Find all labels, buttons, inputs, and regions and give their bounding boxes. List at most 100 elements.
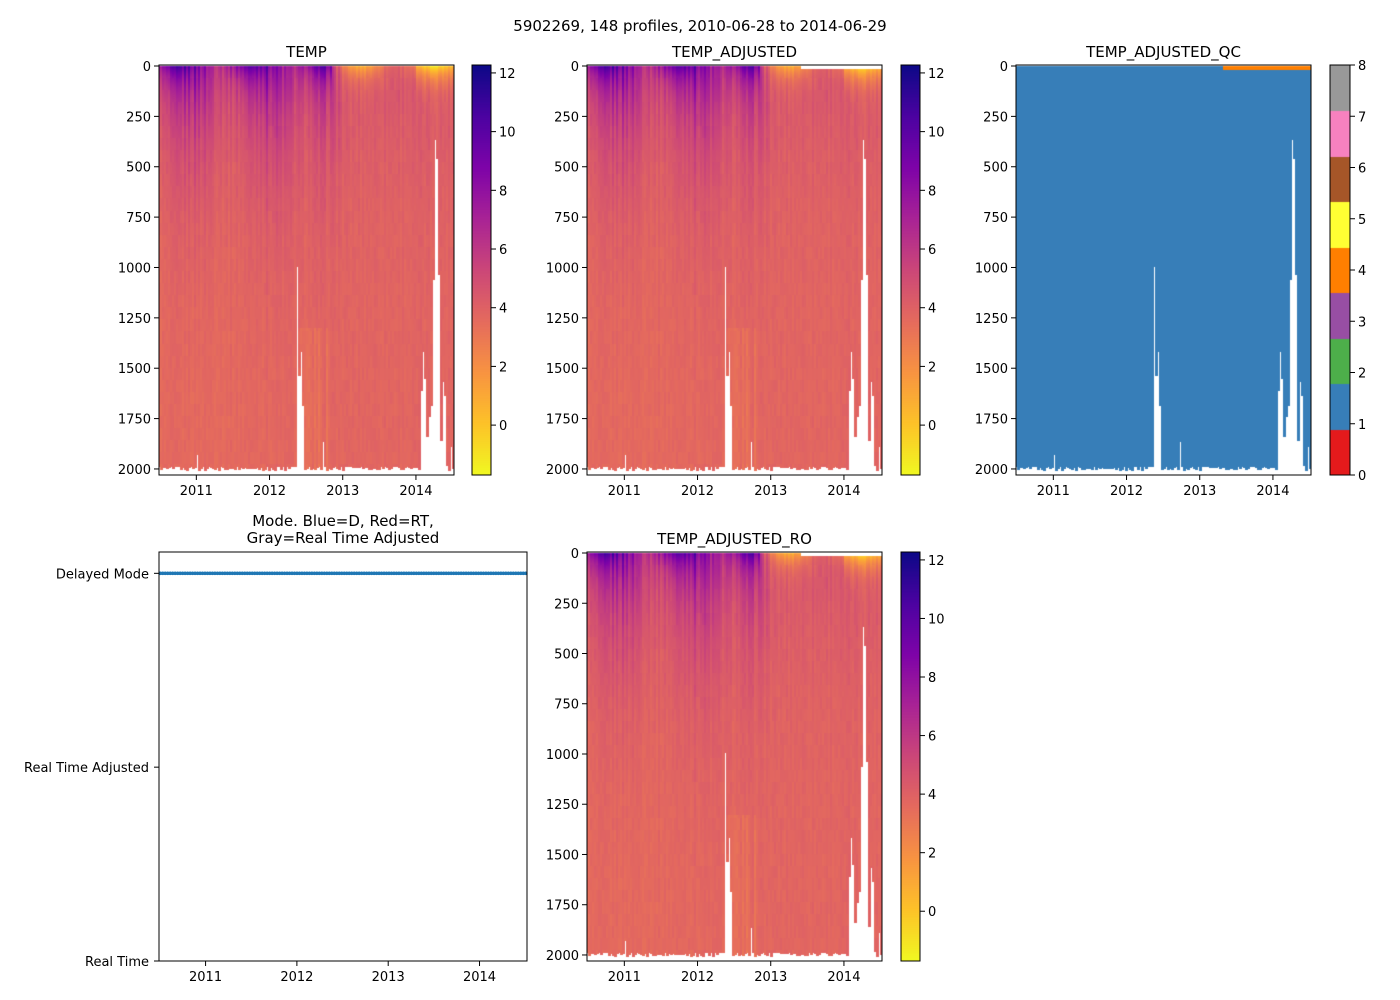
ro-xtick-label: 2011	[608, 970, 641, 985]
mode-point	[240, 571, 245, 576]
qc-colorbar-tick-label: 4	[1358, 264, 1366, 279]
mode-point	[245, 571, 250, 576]
adj-ytick-label: 1000	[546, 261, 579, 276]
mode-point	[484, 571, 488, 576]
qc-ytick-label: 500	[983, 161, 1008, 176]
qc-ytick-label: 0	[1000, 60, 1008, 75]
mode-point	[190, 571, 195, 576]
mode-point	[377, 571, 381, 576]
qc-colorbar-frame	[1329, 64, 1351, 476]
mode-point	[282, 571, 287, 576]
ro-ytick-label: 1500	[546, 848, 579, 863]
mode-point	[491, 571, 496, 576]
adj-ytick-label: 1250	[546, 312, 579, 327]
temp-colorbar-tick-label: 4	[499, 302, 507, 317]
qc-xtick-label: 2012	[1110, 484, 1143, 499]
mode-point	[208, 571, 212, 576]
mode-point	[330, 571, 334, 576]
qc-colorbar-tick-label: 6	[1358, 162, 1366, 177]
mode-point	[439, 571, 444, 576]
adj-colorbar-tick-label: 12	[928, 67, 945, 82]
ro-ytick-label: 1250	[546, 798, 579, 813]
mode-point	[494, 571, 498, 576]
mode-point	[486, 571, 491, 576]
ro-colorbar-tick-label: 6	[928, 730, 936, 745]
mode-point	[267, 571, 272, 576]
mode-xtick-label: 2013	[372, 970, 405, 985]
mode-point	[347, 571, 352, 576]
ro-ytick-label: 750	[554, 698, 579, 713]
mode-point	[506, 571, 511, 576]
adj-xtick-label: 2013	[754, 484, 787, 499]
mode-point	[317, 571, 322, 576]
mode-point	[414, 571, 419, 576]
ro-axes-frame	[586, 551, 883, 962]
mode-point	[342, 571, 347, 576]
ro-xtick-label: 2012	[681, 970, 714, 985]
adj-colorbar-tick-label: 2	[928, 360, 936, 375]
temp-colorbar-tick-label: 6	[499, 243, 507, 258]
qc-axes-frame	[1015, 64, 1312, 476]
temp-ytick-label: 2000	[118, 463, 151, 478]
temp-adjusted-ro-heatmap	[587, 552, 882, 961]
adj-axes-frame	[586, 64, 883, 476]
temp-ytick-label: 1250	[118, 312, 151, 327]
mode-point	[471, 571, 476, 576]
mode-point	[409, 571, 414, 576]
ro-colorbar-tick-label: 0	[928, 905, 936, 920]
temp-title: TEMP	[285, 43, 327, 61]
temp-ytick-label: 1500	[118, 362, 151, 377]
mode-point	[203, 571, 207, 576]
qc-ytick-label: 750	[983, 211, 1008, 226]
mode-point	[175, 571, 180, 576]
mode-point	[292, 571, 297, 576]
adj-colorbar-tick-label: 8	[928, 184, 936, 199]
adj-ytick-label: 1750	[546, 413, 579, 428]
temp-ytick-label: 1750	[118, 413, 151, 428]
mode-xtick-label: 2011	[189, 970, 222, 985]
temp-adjusted-qc-colorbar	[1330, 65, 1350, 475]
mode-point	[459, 571, 463, 576]
ro-ytick-label: 1750	[546, 899, 579, 914]
adj-title: TEMP_ADJUSTED	[671, 43, 797, 62]
mode-point	[426, 571, 431, 576]
adj-ytick-label: 250	[554, 110, 579, 125]
temp-colorbar-frame	[471, 64, 492, 476]
mode-point	[417, 571, 421, 576]
qc-ytick-label: 250	[983, 110, 1008, 125]
adj-ytick-label: 500	[554, 161, 579, 176]
mode-point	[260, 571, 264, 576]
mode-point	[307, 571, 312, 576]
mode-point	[185, 571, 190, 576]
ro-title: TEMP_ADJUSTED_RO	[656, 530, 812, 549]
mode-point	[295, 571, 299, 576]
mode-point	[257, 571, 262, 576]
ro-ytick-label: 2000	[546, 949, 579, 964]
mode-point	[481, 571, 486, 576]
qc-ytick-label: 1500	[975, 362, 1008, 377]
mode-point	[516, 571, 521, 576]
mode-point	[242, 571, 247, 576]
qc-colorbar-tick-label: 3	[1358, 315, 1366, 330]
mode-point	[250, 571, 255, 576]
mode-point	[422, 571, 426, 576]
mode-point	[210, 571, 215, 576]
mode-point	[230, 571, 235, 576]
mode-point	[429, 571, 434, 576]
mode-point	[362, 571, 366, 576]
mode-point	[412, 571, 416, 576]
mode-point	[165, 571, 170, 576]
mode-point	[384, 571, 389, 576]
mode-point	[382, 571, 386, 576]
ro-colorbar-tick-label: 8	[928, 671, 936, 686]
mode-point	[238, 571, 242, 576]
mode-point	[312, 571, 317, 576]
mode-point	[280, 571, 284, 576]
mode-point	[434, 571, 439, 576]
mode-point	[399, 571, 404, 576]
mode-point	[449, 571, 453, 576]
temp-xtick-label: 2014	[399, 484, 432, 499]
ro-colorbar-tick-label: 10	[928, 612, 945, 627]
mode-point	[476, 571, 481, 576]
mode-point	[315, 571, 319, 576]
